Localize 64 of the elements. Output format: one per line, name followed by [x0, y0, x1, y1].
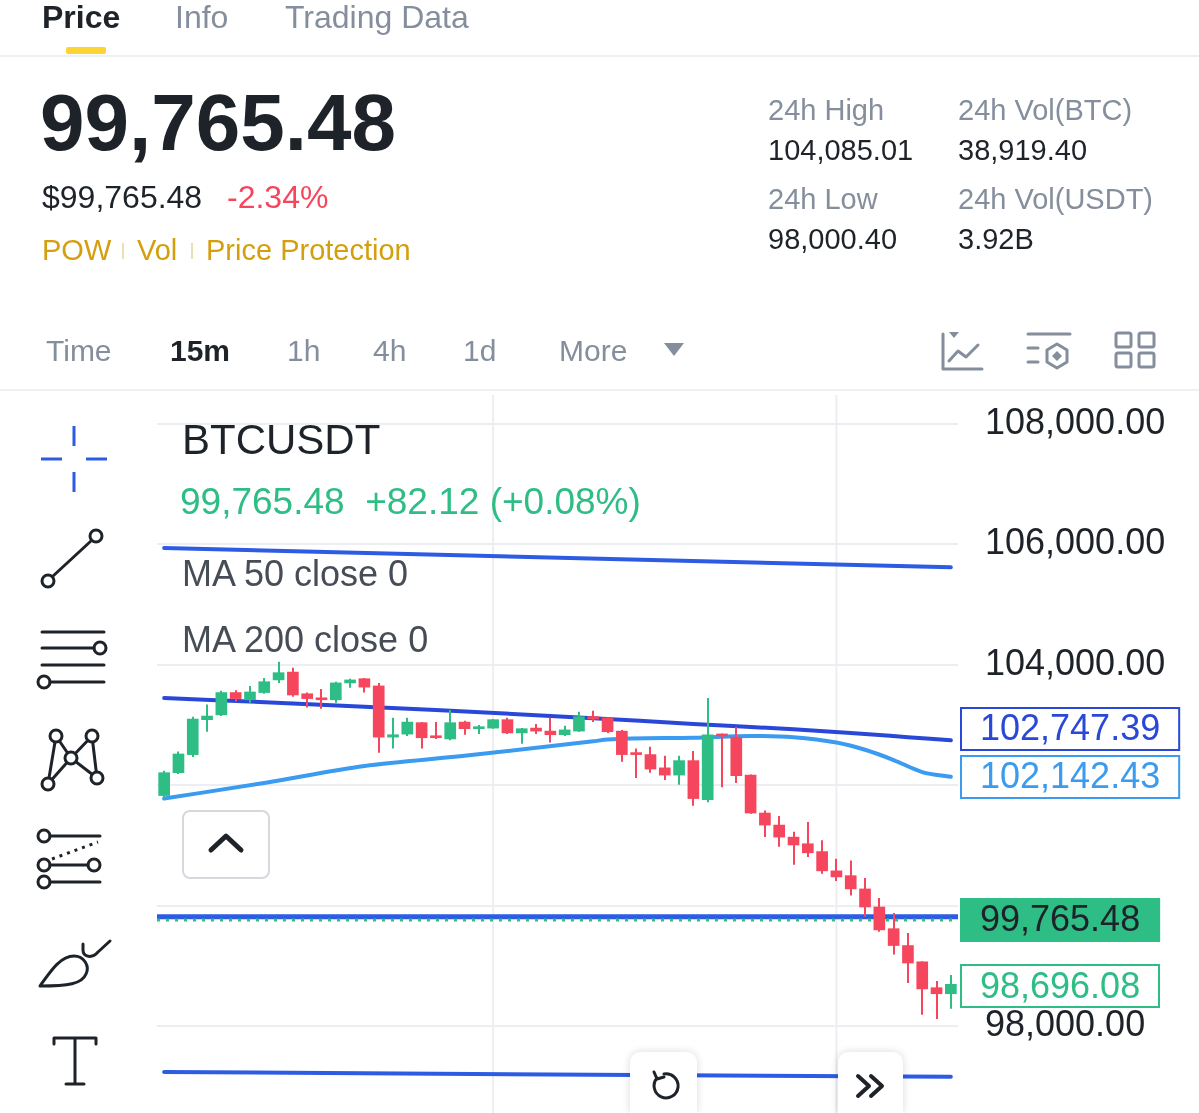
candlestick — [329, 680, 342, 704]
y-tick-label: 104,000.00 — [985, 641, 1166, 683]
annotation: MA 50 close 0 — [182, 553, 409, 594]
annotation: MA 200 close 0 — [182, 619, 429, 660]
candlestick — [844, 859, 857, 897]
candlestick — [816, 839, 828, 875]
candlestick — [859, 877, 871, 918]
y-tick-label: 106,000.00 — [985, 521, 1166, 563]
candlestick — [945, 974, 957, 1010]
text: 98,000.40 — [768, 223, 898, 255]
text: 4h — [373, 334, 407, 367]
text: 1d — [463, 334, 497, 367]
candlestick — [315, 687, 328, 710]
text: 99,765.48 +82.12 (+0.08%) — [180, 481, 641, 522]
candlestick — [201, 703, 213, 733]
text: 99,765.48 — [40, 78, 396, 167]
text: -2.34% — [227, 179, 329, 215]
candlestick — [673, 754, 685, 786]
candlestick — [272, 660, 285, 684]
data-label: 102,747.39 — [980, 706, 1161, 748]
text: 104,085.01 — [768, 134, 914, 166]
line-series — [162, 733, 953, 801]
text: 24h Vol(BTC) — [958, 94, 1133, 126]
candlestick — [172, 750, 185, 775]
text: BTCUSDT — [182, 416, 381, 463]
y-tick-label: 108,000.00 — [985, 400, 1166, 442]
ref-line-label: 99,765.48 — [980, 897, 1141, 939]
candlestick — [630, 747, 642, 780]
candlestick — [573, 710, 585, 733]
candlestick — [158, 769, 170, 799]
text: Vol — [137, 234, 178, 266]
candlestick — [887, 912, 900, 956]
candlestick — [287, 666, 299, 698]
text: Time — [46, 334, 112, 367]
candlestick — [759, 809, 771, 839]
text: 24h High — [768, 94, 885, 126]
text: $99,765.48 — [42, 179, 203, 215]
data-label: 102,142.43 — [980, 754, 1161, 796]
line-series — [162, 695, 953, 743]
candlestick — [644, 745, 657, 774]
text: 1h — [287, 334, 321, 367]
candlestick — [902, 931, 914, 984]
candlestick — [401, 716, 414, 737]
text: Price Protection — [206, 234, 411, 266]
text: Info — [175, 0, 229, 35]
candlestick — [873, 896, 886, 933]
text: 24h Low — [768, 183, 878, 215]
text: 3.92B — [958, 223, 1034, 255]
text: POW — [42, 234, 112, 266]
candlestick — [801, 821, 814, 858]
candlestick — [215, 689, 228, 718]
candlestick — [387, 716, 399, 750]
text: Trading Data — [285, 0, 469, 35]
candlestick — [658, 754, 671, 781]
candlestick — [930, 980, 943, 1021]
candlestick — [415, 721, 428, 750]
price-tag: 98,696.08 — [960, 964, 1161, 1008]
text: More — [559, 334, 628, 367]
text: 38,919.40 — [958, 134, 1088, 166]
text: Price — [42, 0, 121, 35]
candlestick — [773, 815, 786, 848]
text: 15m — [170, 334, 231, 367]
text: 24h Vol(USDT) — [958, 183, 1154, 215]
candlestick — [444, 709, 457, 742]
